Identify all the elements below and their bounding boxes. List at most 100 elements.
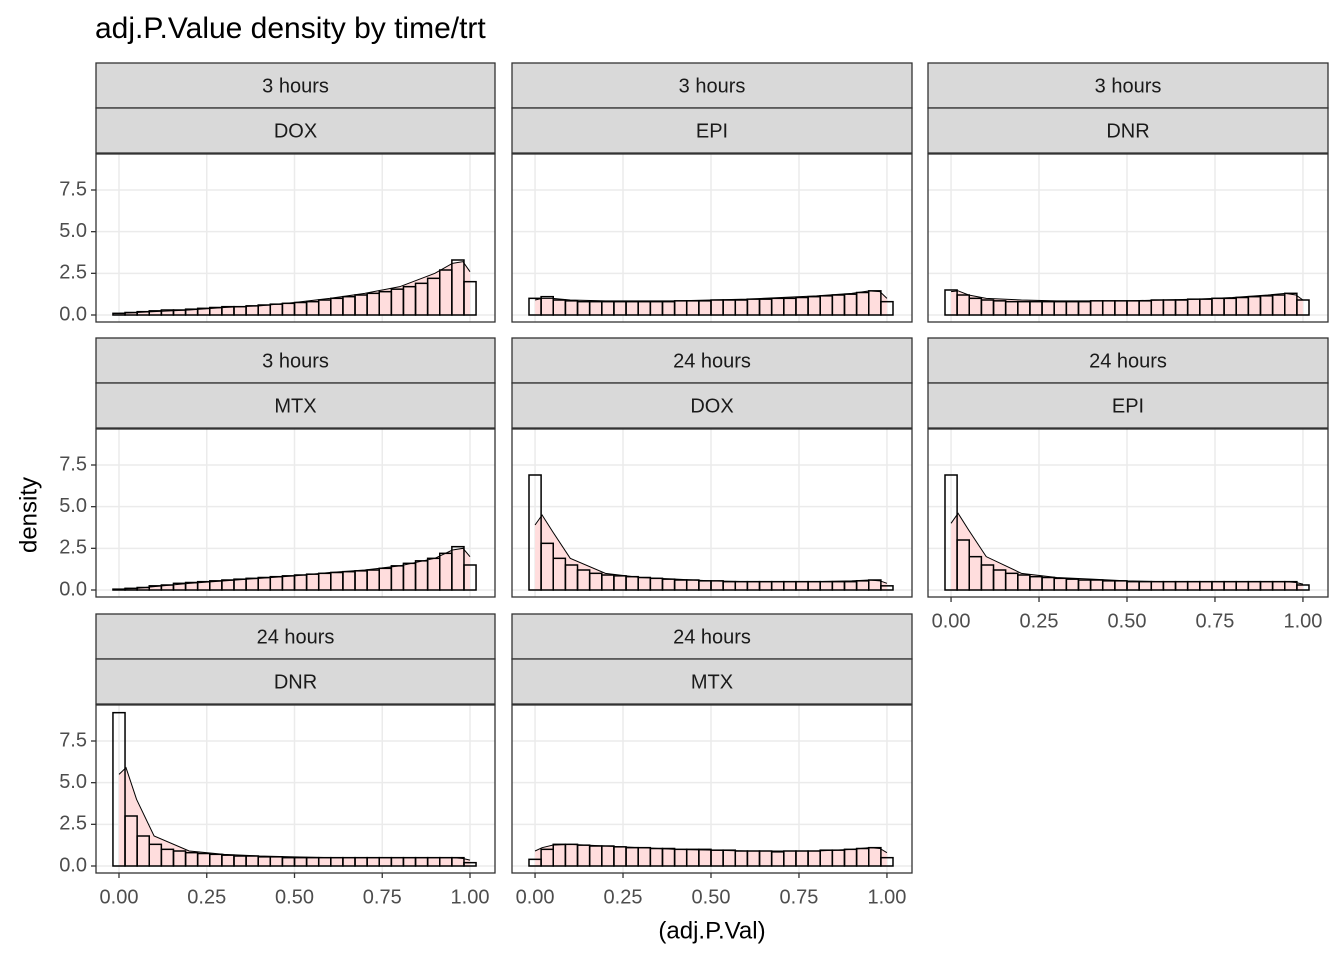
facet-strip [927, 62, 1329, 109]
x-tick-label: 0.75 [363, 886, 402, 908]
panel [95, 428, 496, 598]
density-line [118, 766, 471, 861]
x-axis-label: (adj.P.Val) [658, 917, 765, 944]
y-tick-label: 5.0 [59, 220, 87, 242]
density-line [534, 843, 888, 854]
panel-background [928, 154, 1328, 322]
histogram-bar [463, 280, 477, 316]
histogram-bar [880, 856, 894, 867]
density-area [118, 261, 471, 315]
density-line [950, 290, 1304, 302]
facet-strip [927, 107, 1329, 154]
chart-title: adj.P.Value density by time/trt [95, 12, 486, 45]
density-line [950, 512, 1304, 585]
y-tick-label: 7.5 [59, 453, 87, 475]
y-tick-label: 0.0 [59, 578, 87, 600]
facet-strip-label: MTX [691, 671, 733, 693]
x-tick-label: 0.75 [780, 886, 819, 908]
facet-strip [95, 62, 496, 109]
facet-strip-label: MTX [274, 395, 316, 417]
y-tick-label: 7.5 [59, 178, 87, 200]
x-tick-label: 1.00 [867, 886, 906, 908]
histogram-bar [880, 585, 894, 591]
x-tick-label: 0.25 [187, 886, 226, 908]
facet-strip [511, 107, 913, 154]
facet-strip [95, 337, 496, 384]
histogram-bar [463, 564, 477, 591]
density-area [118, 548, 471, 590]
panel [511, 153, 913, 323]
density-line [118, 547, 471, 590]
facet-strip-label: 24 hours [257, 626, 335, 648]
y-tick-label: 7.5 [59, 729, 87, 751]
facet-strip [511, 382, 913, 429]
x-tick-label: 0.00 [932, 610, 971, 632]
x-tick-label: 0.50 [692, 886, 731, 908]
panel [927, 428, 1329, 598]
facet-strip-label: 3 hours [679, 75, 746, 97]
panel-border [927, 428, 1329, 598]
y-tick-label: 5.0 [59, 495, 87, 517]
x-tick-label: 0.00 [100, 886, 139, 908]
facet-strip [927, 382, 1329, 429]
x-tick-label: 1.00 [1283, 610, 1322, 632]
y-tick-label: 5.0 [59, 771, 87, 793]
panel-border [95, 704, 496, 874]
panel-border [95, 153, 496, 323]
facet-strip-label: 24 hours [673, 350, 751, 372]
density-line [118, 261, 471, 314]
panel-border [511, 153, 913, 323]
y-tick-label: 2.5 [59, 537, 87, 559]
facet-strip-label: EPI [1112, 395, 1144, 417]
x-tick-label: 0.50 [275, 886, 314, 908]
facet-strip [95, 613, 496, 660]
x-tick-label: 0.25 [1020, 610, 1059, 632]
facet-strip [95, 382, 496, 429]
y-tick-label: 0.0 [59, 303, 87, 325]
histogram-bar [880, 300, 894, 316]
facet-strip [927, 337, 1329, 384]
facet-strip-label: EPI [696, 120, 728, 142]
facet-strip-label: 24 hours [673, 626, 751, 648]
panel-border [95, 428, 496, 598]
histogram-bar [944, 474, 958, 591]
facet-strip-label: DOX [690, 395, 733, 417]
panel-border [511, 704, 913, 874]
facet-strip-label: 24 hours [1089, 350, 1167, 372]
density-area [535, 515, 887, 590]
facet-strip [511, 658, 913, 705]
panel [927, 153, 1329, 323]
density-line [534, 514, 888, 584]
facet-strip-label: DNR [1106, 120, 1149, 142]
panel [95, 153, 496, 323]
facet-strip [95, 658, 496, 705]
y-tick-label: 0.0 [59, 854, 87, 876]
facet-strip-label: DOX [274, 120, 317, 142]
x-tick-label: 1.00 [451, 886, 490, 908]
facet-strip-label: DNR [274, 671, 317, 693]
x-tick-label: 0.25 [604, 886, 643, 908]
facet-strip-label: 3 hours [262, 75, 329, 97]
density-line [534, 290, 888, 302]
y-axis-label: density [15, 477, 42, 553]
histogram-bar [112, 711, 126, 867]
x-tick-label: 0.50 [1108, 610, 1147, 632]
panel [511, 704, 913, 874]
y-tick-label: 2.5 [59, 813, 87, 835]
panel-border [511, 428, 913, 598]
panel-border [927, 153, 1329, 323]
density-area [118, 767, 471, 866]
facet-strip [95, 107, 496, 154]
histogram-bar [528, 474, 542, 591]
x-tick-label: 0.00 [516, 886, 555, 908]
histogram-bar [1296, 584, 1310, 591]
panel [95, 704, 496, 874]
y-tick-label: 2.5 [59, 262, 87, 284]
facet-strip-label: 3 hours [262, 350, 329, 372]
facet-strip-label: 3 hours [1095, 75, 1162, 97]
x-tick-label: 0.75 [1196, 610, 1235, 632]
histogram-bar [463, 861, 477, 867]
panel [511, 428, 913, 598]
